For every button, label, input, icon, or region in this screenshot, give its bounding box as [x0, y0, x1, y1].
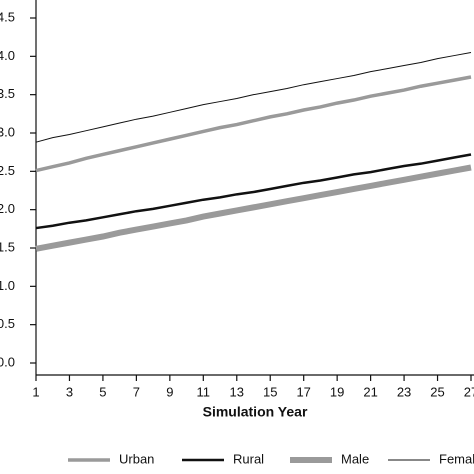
y-tick-label: 0.0 — [0, 354, 15, 369]
y-tick-label: 3.0 — [0, 124, 15, 139]
x-tick-label: 3 — [66, 384, 73, 399]
y-tick-label: 0.5 — [0, 316, 15, 331]
x-tick-label: 13 — [230, 384, 244, 399]
x-tick-label: 9 — [166, 384, 173, 399]
y-tick-label: 1.0 — [0, 278, 15, 293]
y-tick-label: 3.5 — [0, 86, 15, 101]
x-tick-label: 25 — [430, 384, 444, 399]
x-tick-label: 15 — [263, 384, 277, 399]
x-tick-label: 11 — [197, 384, 211, 399]
legend-label: Female — [439, 451, 474, 466]
x-tick-label: 21 — [363, 384, 377, 399]
series-line — [35, 164, 472, 252]
x-tick-label: 19 — [330, 384, 344, 399]
y-tick-label: 4.5 — [0, 9, 15, 24]
series-line — [35, 75, 472, 173]
y-tick-label: 4.0 — [0, 48, 15, 63]
y-tick-label: 2.0 — [0, 201, 15, 216]
legend-label: Rural — [233, 451, 264, 466]
series-line — [35, 52, 472, 143]
series-line — [35, 153, 472, 230]
legend-label: Male — [341, 451, 369, 466]
x-tick-label: 7 — [133, 384, 140, 399]
x-tick-label: 5 — [99, 384, 106, 399]
legend-label: Urban — [119, 451, 154, 466]
y-tick-label: 2.5 — [0, 163, 15, 178]
x-tick-label: 23 — [397, 384, 411, 399]
x-tick-label: 1 — [32, 384, 39, 399]
x-tick-label: 17 — [296, 384, 310, 399]
x-tick-label: 27 — [464, 384, 474, 399]
x-axis-label: Simulation Year — [203, 404, 308, 420]
y-tick-label: 1.5 — [0, 239, 15, 254]
